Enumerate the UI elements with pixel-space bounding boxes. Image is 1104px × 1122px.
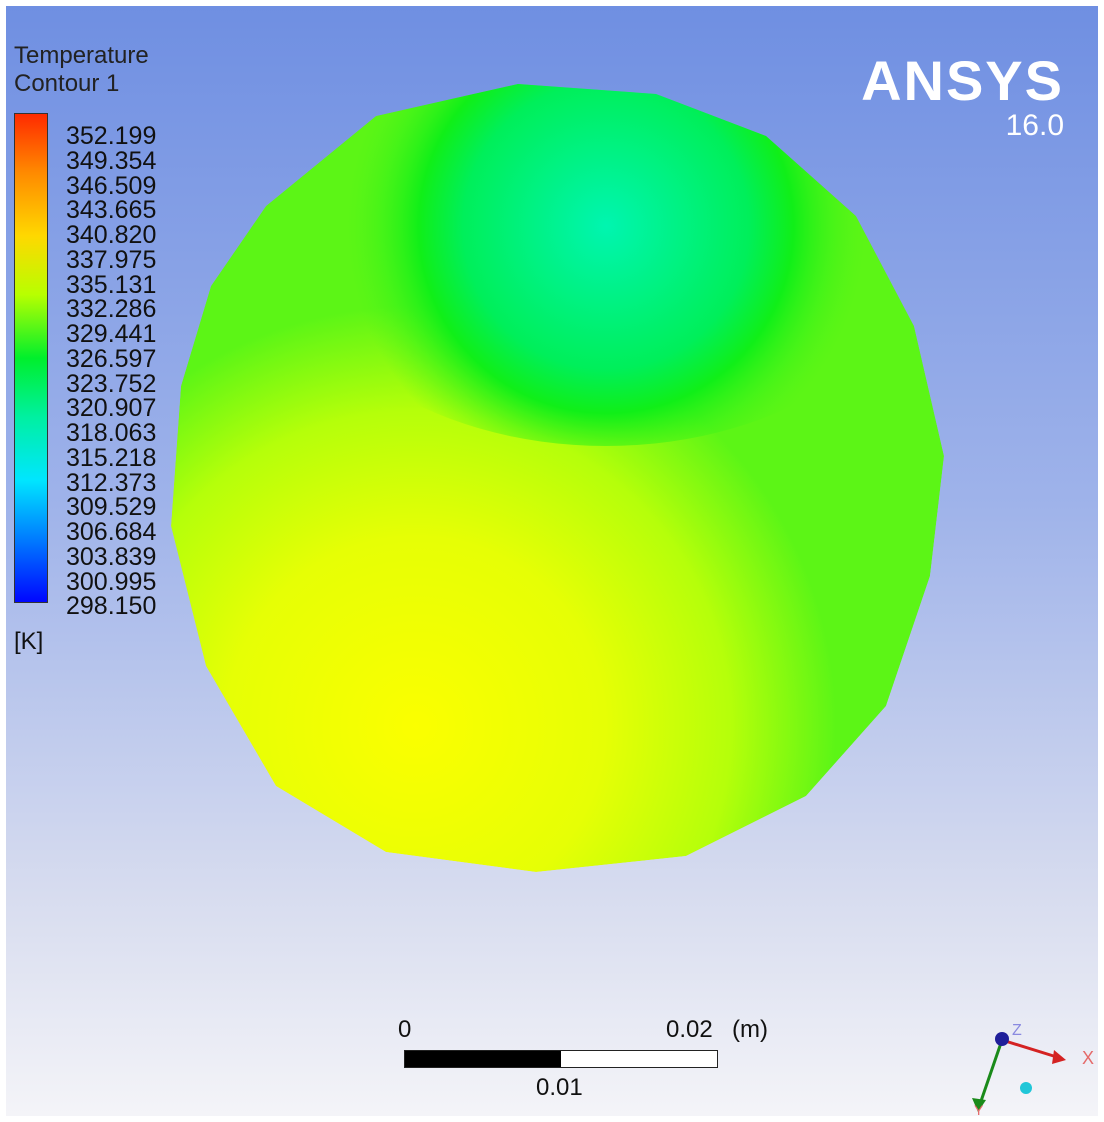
legend-value: 340.820 [66,221,157,249]
scale-ruler [404,1050,718,1068]
axis-triad-icon [972,1032,1066,1112]
ansys-logo: ANSYS 16.0 [861,52,1064,142]
legend-value: 332.286 [66,295,157,324]
scale-bar: 0 0.02 (m) 0.01 [396,1016,776,1106]
scale-label-right: 0.02 [666,1016,713,1043]
brand-name: ANSYS [861,49,1064,112]
legend-value: 326.597 [66,344,157,373]
legend-value: 349.354 [66,146,157,175]
legend-value: 343.665 [66,196,157,225]
legend-value: 300.995 [66,567,157,596]
scale-label-mid: 0.01 [536,1074,583,1101]
legend-value: 312.373 [66,468,157,497]
scale-unit: (m) [732,1016,768,1043]
legend-value: 298.150 [66,592,157,621]
axis-label-y: Y [974,1102,984,1116]
brand-version: 16.0 [1005,109,1064,142]
legend-value: 323.752 [66,369,157,398]
legend-title-variable: Temperature [14,42,149,69]
legend-value: 346.509 [66,171,157,200]
temperature-contour-plot[interactable] [6,6,1098,1116]
legend-value: 309.529 [66,493,157,522]
legend-title-contour: Contour 1 [14,70,120,97]
legend-value: 320.907 [66,394,157,423]
scale-ruler-filled [405,1051,561,1067]
legend-unit: [K] [14,628,44,655]
legend-value: 337.975 [66,245,157,274]
legend-value: 306.684 [66,518,157,546]
cool-region [276,84,936,446]
legend-title: Temperature Contour 1 [14,42,149,98]
axis-label-x: X [1082,1048,1095,1068]
scale-label-left: 0 [398,1016,412,1043]
legend-value: 329.441 [66,320,157,348]
legend-value: 352.199 [66,122,157,150]
axis-triad[interactable]: X Y Z [956,1006,1096,1116]
legend-value: 315.218 [66,443,157,472]
legend-value: 303.839 [66,542,157,571]
legend-colorbar [14,113,48,603]
axis-label-z: Z [1012,1022,1022,1039]
legend-value: 335.131 [66,270,157,299]
viewport[interactable]: Temperature Contour 1 352.199 349.354 346.… [6,6,1098,1116]
legend-value: 318.063 [66,419,157,447]
